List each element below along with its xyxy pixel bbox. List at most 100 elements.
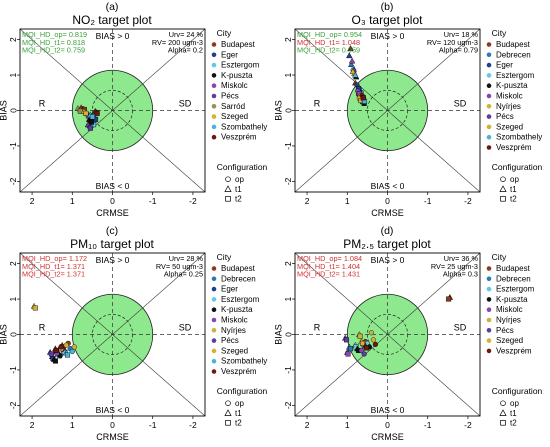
- point-szeged-t2: [360, 340, 366, 346]
- sd-label: SD: [454, 323, 467, 333]
- bias-positive-label: BIAS > 0: [371, 31, 405, 41]
- legend-city-swatch: [211, 73, 217, 78]
- point-veszprem-op: [372, 341, 379, 348]
- point-nyirjes-op: [368, 330, 375, 336]
- legend-city-swatch: [486, 145, 492, 150]
- legend-city-label: Miskolc: [496, 305, 523, 314]
- legend-city-label: Pécs: [221, 336, 239, 345]
- plot-parameter: Alpha= 0.3: [443, 270, 478, 279]
- legend-config-label: t1: [235, 185, 242, 194]
- legend-city-label: Pécs: [221, 92, 239, 101]
- r-label: R: [39, 99, 46, 109]
- point-miskolc-t2: [345, 351, 351, 357]
- legend-config-label: t1: [510, 409, 517, 418]
- legend-config-title: Configuration: [217, 386, 268, 396]
- r-label: R: [314, 99, 321, 109]
- legend-city-label: Nyírjes: [496, 316, 521, 325]
- legend-city-swatch: [486, 104, 492, 109]
- panel-c: (c)PM₁₀ target plot BIAS > 0 BIAS < 0 R SD MQ…: [0, 225, 268, 442]
- r-label: R: [314, 323, 321, 333]
- mqi-value: MQI_HD_t2= 1.371: [22, 270, 85, 279]
- legend-city-swatch: [211, 114, 217, 119]
- legend-t2-symbol: [225, 420, 231, 426]
- legend-city-label: Debrecen: [496, 274, 531, 283]
- point-szombathely-t1: [352, 71, 359, 78]
- legend-op-symbol: [225, 400, 231, 406]
- x-tick-label: 1: [345, 420, 350, 430]
- point-szeged-op: [370, 337, 377, 343]
- point-veszprem-t2: [53, 347, 59, 353]
- y-tick-label: 2: [8, 261, 18, 266]
- point-pecs-t2: [48, 351, 54, 357]
- point-pecs-t2: [343, 337, 349, 343]
- legend-city-swatch: [211, 276, 217, 282]
- mqi-value: MQI_HD_op= 1.084: [297, 254, 362, 263]
- plot-parameter: Urv= 24 %: [169, 30, 204, 39]
- legend-city-label: Eger: [221, 285, 238, 294]
- y-tick-label: -2: [283, 177, 293, 185]
- plot-title: NO₂ target plot: [72, 13, 152, 27]
- legend-city-label: Budapest: [496, 40, 531, 49]
- y-axis-title: BIAS: [0, 324, 8, 345]
- point-nyirjes-t2: [32, 305, 38, 311]
- legend-city-swatch: [211, 348, 217, 354]
- y-tick-label: 0: [8, 332, 18, 337]
- legend-city-label: K-puszta: [496, 295, 528, 304]
- plot-area: [295, 253, 480, 416]
- sd-label: SD: [179, 99, 192, 109]
- x-tick-label: 0: [110, 420, 115, 430]
- legend-city-label: Szeged: [221, 112, 248, 121]
- panel-letter: (d): [381, 225, 394, 237]
- plot-parameter: RV= 120 ugm-3: [427, 38, 478, 47]
- y-tick-label: 1: [283, 72, 293, 77]
- point-nyirjes-op: [71, 344, 77, 350]
- legend-city-swatch: [211, 369, 217, 374]
- legend-city-swatch: [486, 83, 492, 88]
- bias-positive-label: BIAS > 0: [96, 255, 130, 265]
- point-szeged-t1: [349, 68, 357, 75]
- y-tick-label: -1: [283, 366, 293, 374]
- x-tick-label: 1: [345, 196, 350, 206]
- x-tick-label: 0: [385, 196, 390, 206]
- y-axis-title: BIAS: [273, 100, 283, 121]
- mqi-value: MQI_HD_t2= 0.959: [297, 46, 360, 55]
- y-tick-label: 1: [8, 72, 18, 77]
- y-tick-label: 2: [283, 37, 293, 42]
- legend-config-label: op: [235, 399, 244, 408]
- point-pecs-t2: [87, 125, 93, 131]
- legend-city-label: Szeged: [221, 346, 248, 355]
- legend-city-swatch: [486, 266, 492, 271]
- mqi-value: MQI_HD_t2= 1.431: [297, 270, 360, 279]
- legend-city-swatch: [211, 104, 217, 109]
- legend-city-label: Szombathely: [496, 133, 542, 142]
- panel-d: (d)PM₂.₅ target plot BIAS > 0 BIAS < 0 R SD M…: [273, 225, 542, 442]
- x-tick-label: 2: [305, 420, 310, 430]
- point-veszprem-t1: [347, 45, 354, 52]
- legend-city-label: Veszprém: [221, 133, 257, 142]
- y-tick-label: 0: [8, 108, 18, 113]
- legend-t2-symbol: [500, 420, 506, 426]
- plot-parameter: Alpha= 0.2: [168, 46, 203, 55]
- x-axis-title: CRMSE: [96, 432, 129, 442]
- legend-city-swatch: [211, 266, 217, 271]
- sd-label: SD: [454, 99, 467, 109]
- point-k-puszta-t2: [52, 358, 58, 364]
- y-tick-label: -2: [8, 401, 18, 409]
- point-debrecen-t1: [348, 61, 355, 67]
- legend-city-label: Szeged: [496, 122, 523, 131]
- x-axis-title: CRMSE: [371, 432, 404, 442]
- legend-city-label: Szombathely: [221, 357, 267, 366]
- sd-label: SD: [179, 323, 192, 333]
- point-szombathely-op: [69, 348, 75, 355]
- mqi-value: MQI_HD_op= 1.172: [22, 254, 87, 263]
- x-tick-label: 1: [70, 420, 75, 430]
- legend-city-swatch: [486, 328, 492, 333]
- y-axis-title: BIAS: [0, 100, 8, 121]
- legend-city-swatch: [486, 42, 492, 47]
- y-axis-title: BIAS: [273, 324, 283, 345]
- legend-config-title: Configuration: [492, 162, 543, 172]
- mqi-value: MQI_HD_op= 0.819: [22, 30, 87, 39]
- plot-parameter: RV= 25 ugm-3: [431, 262, 478, 271]
- legend-config-label: op: [510, 175, 519, 184]
